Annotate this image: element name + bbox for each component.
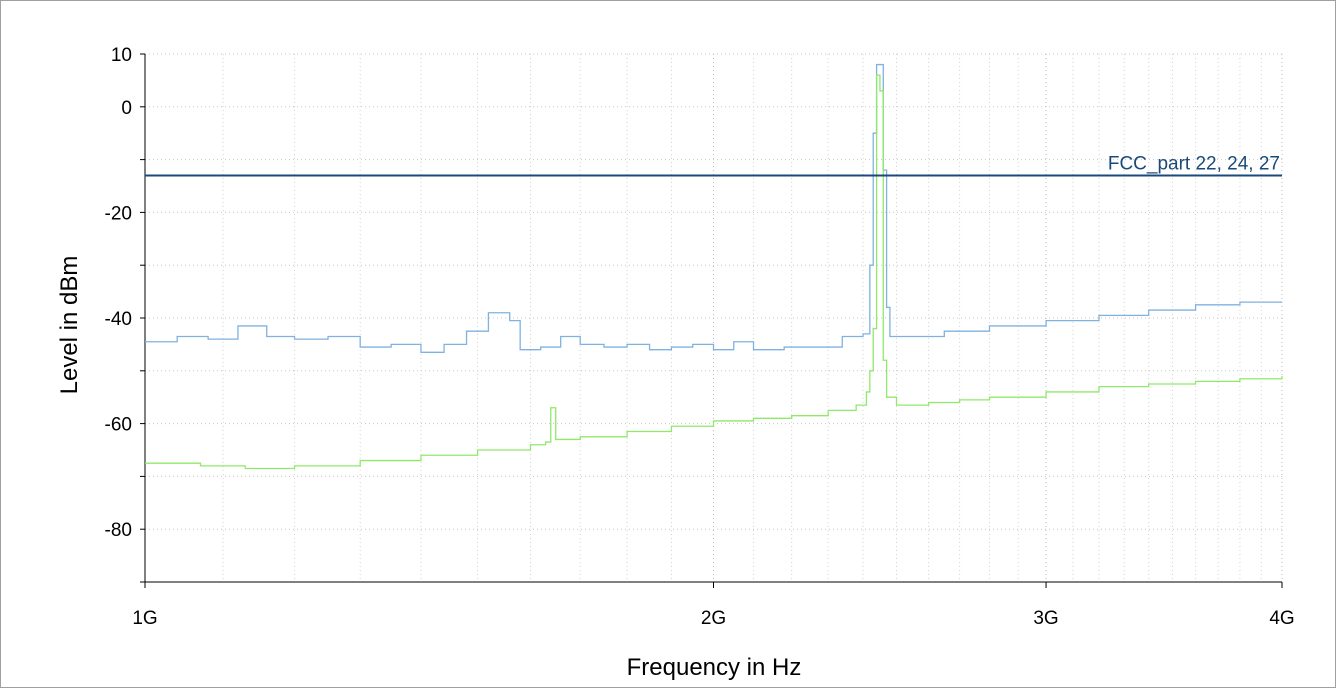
series-layer	[145, 63, 1283, 470]
x-tick-label: 3G	[1033, 608, 1058, 629]
y-tick-label: -80	[105, 520, 132, 541]
x-axis-label: Frequency in Hz	[626, 654, 802, 681]
x-tick-label: 4G	[1269, 608, 1294, 629]
series-1-trace	[145, 63, 1282, 353]
limit-layer: FCC_part 22, 24, 27	[145, 153, 1282, 177]
x-tick-label: 2G	[701, 608, 726, 629]
grid	[144, 53, 1283, 583]
limit-line-label: FCC_part 22, 24, 27	[1108, 153, 1280, 174]
x-tick-label: 1G	[132, 608, 157, 629]
y-tick-label: -20	[105, 203, 132, 224]
series-2-trace	[145, 74, 1283, 470]
y-tick-label: -60	[105, 415, 132, 436]
tick-labels: 1G 2G 3G 4G 10 0 -20 -40 -60 -80	[105, 45, 1295, 629]
y-tick-label: -40	[105, 309, 132, 330]
axes	[140, 53, 1283, 588]
y-tick-label: 10	[111, 45, 132, 66]
y-tick-label: 0	[121, 98, 132, 119]
